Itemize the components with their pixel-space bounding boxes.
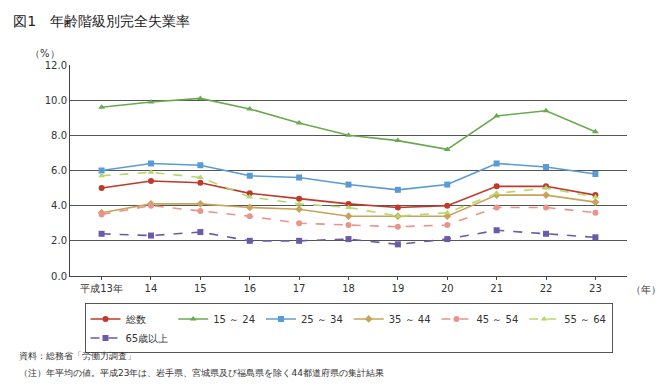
svg-text:17: 17 (293, 283, 306, 294)
svg-text:15 ～ 24: 15 ～ 24 (213, 314, 255, 325)
svg-text:2.0: 2.0 (51, 235, 67, 246)
svg-text:6.0: 6.0 (51, 165, 67, 176)
svg-text:16: 16 (243, 283, 256, 294)
svg-text:20: 20 (441, 283, 454, 294)
svg-text:21: 21 (490, 283, 503, 294)
svg-text:10.0: 10.0 (45, 95, 67, 106)
svg-text:4.0: 4.0 (51, 200, 67, 211)
svg-text:（年）: （年） (631, 284, 657, 295)
svg-text:55 ～ 64: 55 ～ 64 (564, 314, 606, 325)
svg-text:25 ～ 34: 25 ～ 34 (301, 314, 343, 325)
svg-text:14: 14 (145, 283, 158, 294)
svg-text:15: 15 (194, 283, 207, 294)
svg-text:平成13年: 平成13年 (80, 283, 123, 294)
svg-text:12.0: 12.0 (45, 60, 67, 71)
svg-text:（注）年平均の値。平成23年は、岩手県、宮城県及び福島県を除: （注）年平均の値。平成23年は、岩手県、宮城県及び福島県を除く44都道府県の集計… (19, 368, 384, 378)
svg-text:23: 23 (589, 283, 602, 294)
svg-text:8.0: 8.0 (51, 130, 67, 141)
svg-text:総数: 総数 (125, 314, 146, 325)
svg-text:35 ～ 44: 35 ～ 44 (389, 314, 431, 325)
svg-text:18: 18 (342, 283, 355, 294)
svg-text:図1 年齢階級別完全失業率: 図1 年齢階級別完全失業率 (13, 13, 190, 29)
svg-text:19: 19 (392, 283, 405, 294)
svg-text:（%）: （%） (30, 48, 60, 59)
svg-text:45 ～ 54: 45 ～ 54 (476, 314, 518, 325)
svg-text:資料：総務省「労働力調査」: 資料：総務省「労働力調査」 (19, 351, 136, 361)
svg-text:65歳以上: 65歳以上 (126, 333, 169, 344)
svg-text:0.0: 0.0 (51, 271, 67, 282)
svg-text:22: 22 (540, 283, 553, 294)
